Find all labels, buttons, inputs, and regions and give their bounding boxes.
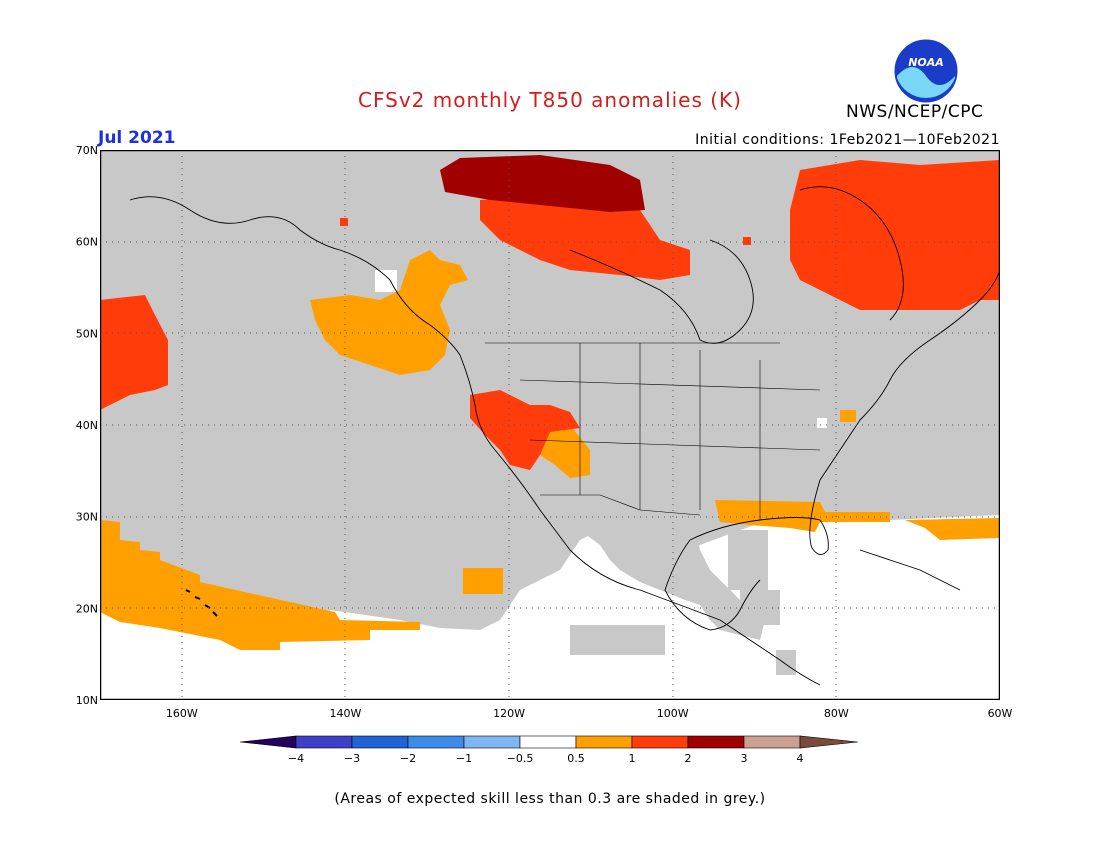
atlantic-orange [905,518,1000,540]
graticule [100,150,1000,700]
colorbar-tick-label: −1 [456,752,472,765]
central-america-grey [776,650,796,675]
lon-label: 80W [824,707,849,720]
northwest-territories-red [480,195,690,280]
bering-red-cell [340,218,348,226]
us-mexico-border [540,494,701,516]
colorbar-box [519,735,577,749]
anomaly-0p5-1-regions [100,250,1000,650]
hawaii-orange-band [100,520,420,650]
colorbar-min-arrow [239,735,297,749]
lon-axis: 160W 140W 120W 100W 80W 60W [166,707,1013,720]
lon-label: 160W [166,707,198,720]
low-skill-patches [570,500,796,675]
lat-label: 70N [76,144,98,157]
colorbar-tick-label: 1 [629,752,636,765]
great-basin-red [470,390,580,470]
colorbar-tick-label: −4 [288,752,304,765]
noaa-logo-text: NOAA [908,56,944,69]
gulf-of-alaska-orange [310,250,468,375]
colorbar-box [351,735,409,749]
lat-label: 50N [76,327,98,340]
arctic-coast-darkred [440,155,645,212]
lat-axis: 70N 60N 50N 40N 30N 20N 10N [76,144,98,707]
north-pacific-red [100,295,168,410]
lat-label: 20N [76,602,98,615]
northeast-orange [840,410,856,422]
skill-note: (Areas of expected skill less than 0.3 a… [334,791,766,807]
political-borders [485,342,821,520]
forecast-month: Jul 2021 [98,128,176,148]
greenland-baffin-red [790,160,1000,310]
lon-label: 100W [657,707,689,720]
lon-label: 120W [493,707,525,720]
lon-label: 60W [988,707,1013,720]
colorbar-box [463,735,521,749]
mexico-grey [570,500,765,640]
four-corners-orange [540,425,590,478]
lat-label: 60N [76,236,98,249]
state-lines-horizontal [519,379,821,451]
agency-label: NWS/NCEP/CPC [846,102,984,122]
state-lines [579,343,761,520]
lat-label: 30N [76,511,98,524]
colorbar-box [295,735,353,749]
gulf-grey [728,530,768,590]
colorbar-box [631,735,689,749]
pacific-mexico-grey [570,625,665,655]
colorbar-box [407,735,465,749]
colorbar-tick-label: −3 [344,752,360,765]
coastlines [129,186,1000,686]
anomaly-2-3-regions [440,155,645,212]
colorbar-tick-label: −2 [400,752,416,765]
colorbar: −4 −3 −2 −1 −0.5 0.5 1 2 3 4 [239,735,859,765]
greenland-coastline [799,186,904,321]
caribbean-islands [859,549,961,591]
colorbar-tick-label: 0.5 [567,752,585,765]
hudson-red-cell [743,237,751,245]
noaa-logo: NOAA [894,39,958,103]
lon-label: 140W [330,707,362,720]
map-panel [100,150,1000,700]
colorbar-box [743,735,801,749]
gulf-of-mexico-coastline [664,539,761,631]
lat-label: 10N [76,694,98,707]
colorbar-box [575,735,633,749]
atlantic-coastline [689,269,1000,555]
colorbar-max-arrow [799,735,859,749]
anomaly-1-2-regions [100,160,1000,470]
chart-title: CFSv2 monthly T850 anomalies (K) [358,88,742,112]
colorbar-tick-label: −0.5 [507,752,534,765]
pacific-coastline [129,196,821,686]
gulf-coast-orange [715,500,890,532]
colorbar-box [687,735,745,749]
colorbar-tick-label: 3 [741,752,748,765]
hawaii-islands [185,589,218,617]
lat-label: 40N [76,419,98,432]
colorbar-tick-label: 4 [797,752,804,765]
tropical-white-region [100,510,1000,700]
bc-coast-white-patch [375,270,397,292]
ohio-white-patch [817,418,827,428]
colorbar-tick-label: 2 [685,752,692,765]
initial-conditions: Initial conditions: 1Feb2021—10Feb2021 [695,132,1000,148]
neutral-anomaly-regions [100,270,1000,700]
map-frame [100,150,1000,700]
baja-offshore-orange [463,568,503,594]
